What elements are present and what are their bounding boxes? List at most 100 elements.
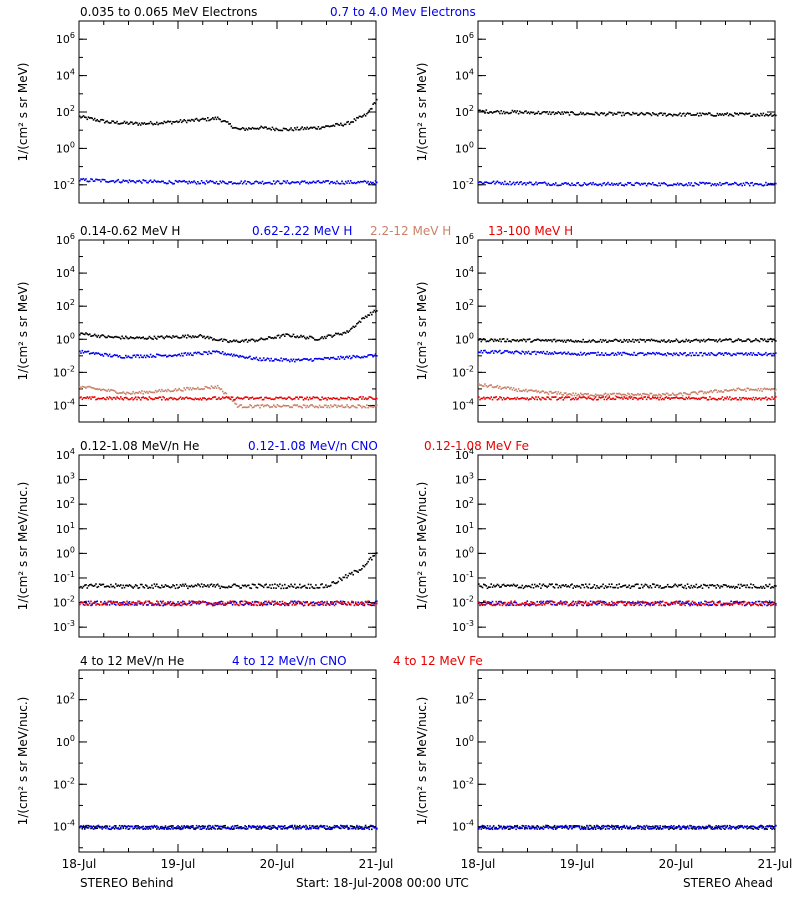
data-point <box>668 339 670 341</box>
data-point <box>693 391 695 393</box>
data-point <box>649 398 652 400</box>
data-point <box>354 325 357 327</box>
data-point <box>480 603 483 606</box>
data-point <box>625 394 628 397</box>
data-point <box>182 583 184 586</box>
data-point <box>584 583 587 585</box>
data-point <box>166 182 168 185</box>
data-point <box>302 358 305 360</box>
data-point <box>653 339 655 341</box>
data-point <box>668 113 670 115</box>
data-point <box>120 584 122 586</box>
data-point <box>256 358 259 361</box>
data-point <box>747 397 750 400</box>
data-point <box>354 406 357 409</box>
data-point <box>138 586 141 589</box>
data-point <box>101 583 103 586</box>
data-point <box>499 604 501 606</box>
data-point <box>643 585 645 587</box>
data-point <box>154 585 157 588</box>
data-point <box>129 584 132 587</box>
data-point <box>740 339 742 341</box>
data-point <box>516 396 519 399</box>
data-point <box>711 114 714 117</box>
data-point <box>106 602 108 604</box>
data-point <box>499 181 501 184</box>
data-point <box>290 600 292 603</box>
data-point <box>248 584 250 587</box>
data-point <box>536 398 538 401</box>
data-point <box>111 180 113 182</box>
data-point <box>205 336 208 339</box>
data-point <box>169 120 172 123</box>
data-point <box>148 335 151 338</box>
data-point <box>478 602 480 605</box>
data-point <box>277 180 280 183</box>
data-point <box>497 398 500 400</box>
data-point <box>331 180 333 183</box>
data-point <box>209 584 212 586</box>
data-point <box>241 600 244 603</box>
data-point <box>679 600 681 603</box>
data-point <box>110 388 112 391</box>
data-point <box>152 181 154 183</box>
data-point <box>691 352 694 354</box>
data-point <box>538 603 541 606</box>
data-point <box>619 397 622 399</box>
data-point <box>105 180 107 183</box>
data-point <box>245 585 248 588</box>
data-point <box>645 584 648 586</box>
data-point <box>246 180 249 183</box>
data-point <box>699 390 701 393</box>
data-point <box>290 358 292 361</box>
data-point <box>353 181 356 184</box>
data-point <box>157 601 159 603</box>
data-point <box>598 340 601 343</box>
data-point <box>712 390 715 392</box>
data-point <box>571 583 573 585</box>
data-point <box>680 602 683 605</box>
data-point <box>586 184 588 186</box>
data-point <box>317 126 320 128</box>
data-point <box>767 340 770 343</box>
data-point <box>136 827 138 830</box>
data-point <box>356 181 358 184</box>
data-point <box>325 404 327 407</box>
data-point <box>533 398 536 401</box>
data-point <box>159 122 162 125</box>
data-point <box>243 585 245 587</box>
data-point <box>546 184 548 186</box>
data-point <box>735 389 737 392</box>
data-point <box>265 182 267 184</box>
data-point <box>286 404 289 407</box>
data-point <box>486 352 489 354</box>
data-point <box>310 398 312 400</box>
data-point <box>619 352 622 354</box>
data-point <box>194 397 197 400</box>
data-point <box>280 587 282 590</box>
data-point <box>149 179 152 182</box>
data-point <box>367 314 369 316</box>
data-point <box>371 405 373 408</box>
data-point <box>192 335 194 337</box>
data-point <box>234 604 236 606</box>
data-point <box>545 398 547 401</box>
data-point <box>745 181 747 184</box>
data-point <box>200 334 203 337</box>
data-point <box>262 398 265 401</box>
data-point <box>195 601 198 603</box>
data-point <box>574 392 577 395</box>
data-point <box>271 406 274 408</box>
data-point <box>566 601 568 604</box>
data-point <box>531 601 533 604</box>
data-point <box>652 604 654 606</box>
data-point <box>757 352 760 354</box>
data-point <box>149 586 152 589</box>
data-point <box>265 396 267 399</box>
y-axis-label: 1/(cm² s sr MeV) <box>415 63 429 162</box>
data-point <box>151 584 153 587</box>
data-point <box>138 122 141 125</box>
data-point <box>207 387 209 389</box>
data-point <box>220 600 223 603</box>
data-point <box>86 333 89 335</box>
